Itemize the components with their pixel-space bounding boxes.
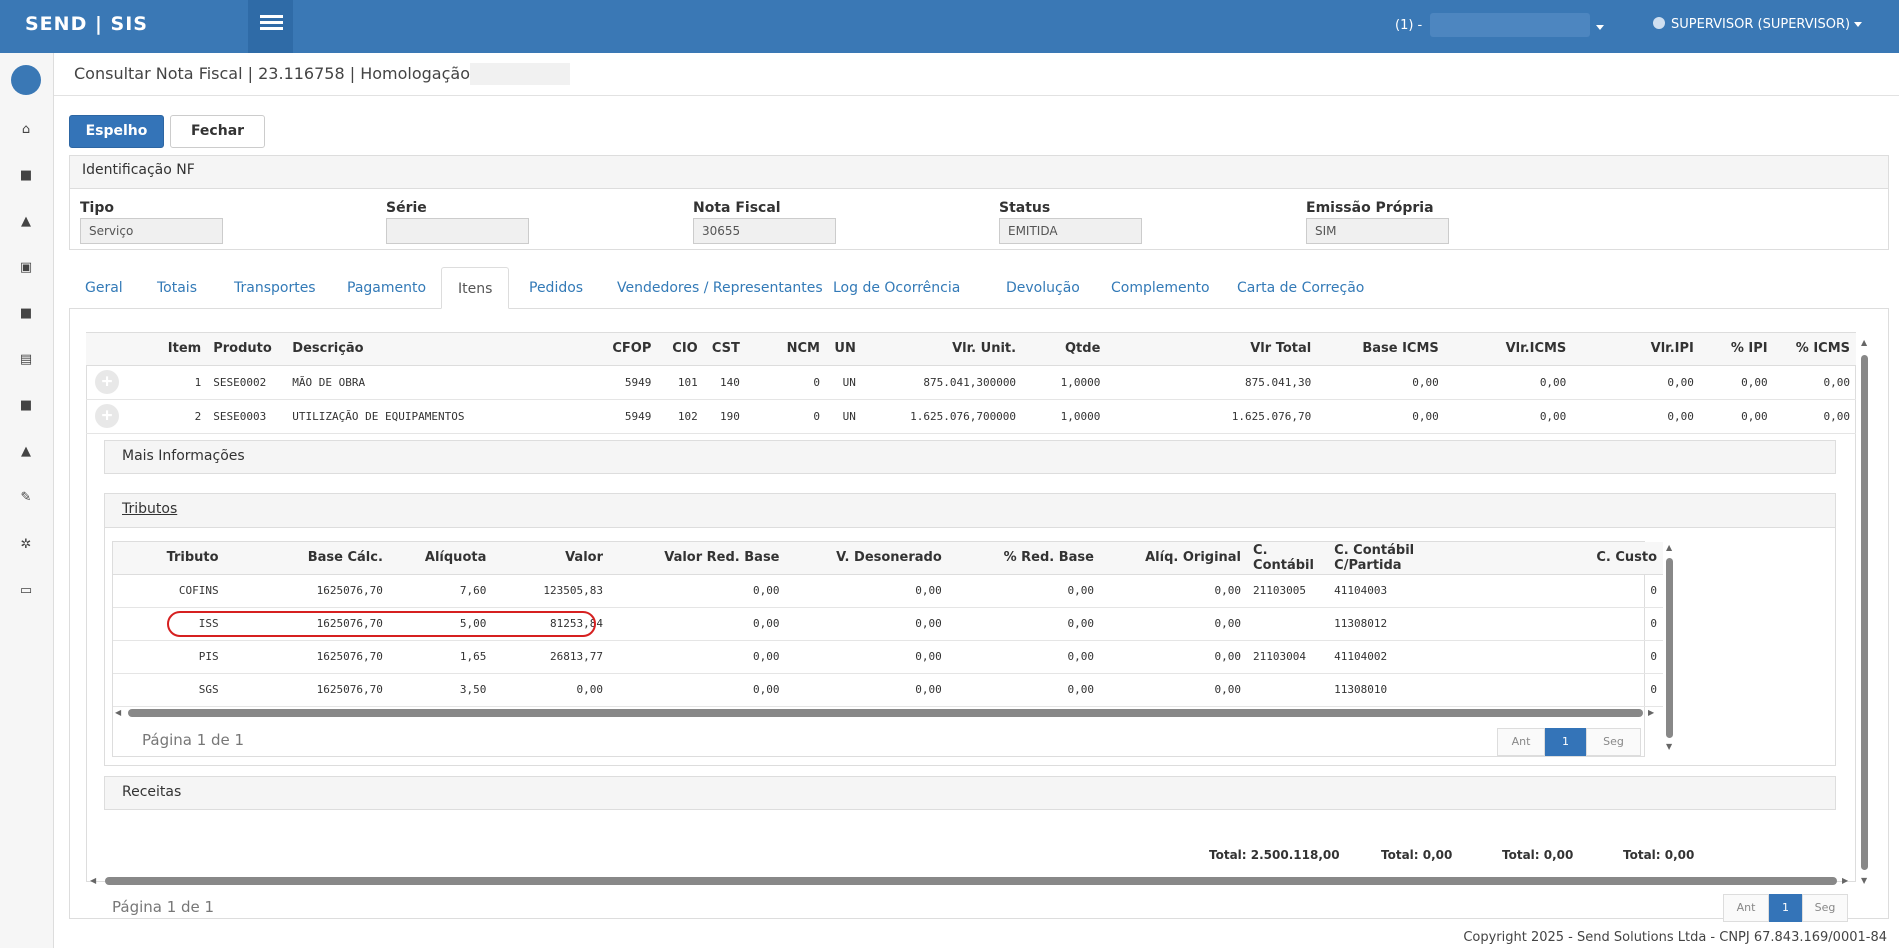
tab-transportes[interactable]: Transportes [234,280,316,296]
itens-pager-text: Página 1 de 1 [112,898,215,916]
tab-vendedores[interactable]: Vendedores / Representantes [617,280,823,296]
scroll-right-icon[interactable]: ▶ [1842,876,1849,885]
tributos-pager-text: Página 1 de 1 [142,731,245,749]
scroll-up-icon[interactable]: ▲ [1666,543,1673,552]
iss-highlight [167,611,596,637]
truck-icon[interactable]: ■ [19,168,33,183]
tab-log-ocorrencia[interactable]: Log de Ocorrência [833,280,961,296]
scroll-up-icon[interactable]: ▲ [1861,338,1868,347]
expand-icon[interactable]: + [95,404,120,428]
company-name-redacted [1430,13,1590,37]
expand-icon[interactable]: + [95,370,120,394]
espelho-button[interactable]: Espelho [69,115,164,148]
nota-fiscal-input[interactable]: 30655 [693,218,836,244]
chart-icon[interactable]: ▲ [21,214,31,229]
fechar-button[interactable]: Fechar [170,115,265,148]
table-header-row: Item Produto Descrição CFOP CIO CST NCM … [86,333,1856,366]
tab-complemento[interactable]: Complemento [1111,280,1210,296]
total-base-icms: Total: 0,00 [1381,848,1453,862]
serie-input[interactable] [386,218,529,244]
table-row[interactable]: + 1 SESE0002 MÃO DE OBRA 5949 101 140 0 … [86,365,1856,400]
tab-totais[interactable]: Totais [157,280,197,296]
itens-horizontal-scrollbar[interactable] [105,877,1837,885]
user-icon [1653,17,1665,29]
tab-devolucao[interactable]: Devolução [1006,280,1080,296]
nota-fiscal-field: Nota Fiscal 30655 [683,200,836,244]
tipo-field: Tipo Serviço [70,200,223,244]
itens-vertical-scrollbar[interactable] [1861,355,1868,870]
itens-page-1-button[interactable]: 1 [1769,894,1802,922]
itens-tab-content [69,309,1889,919]
itens-prev-button[interactable]: Ant [1723,894,1769,922]
tributos-horizontal-scrollbar[interactable] [128,709,1643,717]
tab-geral[interactable]: Geral [85,280,123,296]
status-input[interactable]: EMITIDA [999,218,1142,244]
total-vlr-ipi: Total: 0,00 [1623,848,1695,862]
brand-logo[interactable]: SEND | SIS [25,13,148,35]
tab-bar: Geral Totais Transportes Pagamento Itens… [69,267,1889,309]
tributos-page-1-button[interactable]: 1 [1545,728,1586,756]
itens-table: Item Produto Descrição CFOP CIO CST NCM … [86,333,1856,434]
logo-icon[interactable] [11,65,41,95]
tributos-table: Tributo Base Cálc. Alíquota Valor Valor … [113,542,1663,707]
tab-pagamento[interactable]: Pagamento [347,280,427,296]
gears-icon[interactable]: ✲ [20,537,32,552]
tributos-next-button[interactable]: Seg [1586,728,1641,756]
footer-copyright: Copyright 2025 - Send Solutions Ltda - C… [1463,930,1887,945]
table-row[interactable]: COFINS 1625076,70 7,60 123505,83 0,00 0,… [113,574,1663,608]
company-selector[interactable]: (1) - [1395,18,1423,33]
scroll-left-icon[interactable]: ◀ [115,708,122,717]
tributos-prev-button[interactable]: Ant [1497,728,1545,756]
tab-carta-correcao[interactable]: Carta de Correção [1237,280,1365,296]
itens-next-button[interactable]: Seg [1802,894,1848,922]
panel-heading: Identificação NF [70,156,1888,189]
table-row[interactable]: + 2 SESE0003 UTILIZAÇÃO DE EQUIPAMENTOS … [86,399,1856,434]
redacted-text [470,63,570,85]
tributos-heading[interactable]: Tributos [105,494,1835,528]
status-field: Status EMITIDA [989,200,1142,244]
mais-informacoes-panel[interactable]: Mais Informações [104,440,1836,474]
money-icon[interactable]: ▤ [19,352,33,367]
top-navbar: SEND | SIS (1) - SUPERVISOR (SUPERVISOR) [0,0,1899,53]
truck2-icon[interactable]: ■ [19,306,33,321]
receitas-panel[interactable]: Receitas [104,776,1836,810]
serie-field: Série [376,200,529,244]
emissao-propria-field: Emissão Própria SIM [1296,200,1449,244]
total-vlr-total: Total: 2.500.118,00 [1209,848,1340,862]
scroll-down-icon[interactable]: ▼ [1666,742,1673,751]
menu-toggle-button[interactable] [248,0,293,53]
chevron-down-icon[interactable] [1596,25,1604,30]
total-vlr-icms: Total: 0,00 [1502,848,1574,862]
page-title: Consultar Nota Fiscal | 23.116758 | Homo… [74,64,481,83]
invoice-icon[interactable]: ▣ [19,260,33,275]
tab-pedidos[interactable]: Pedidos [529,280,584,296]
table-row[interactable]: SGS 1625076,70 3,50 0,00 0,00 0,00 0,00 … [113,673,1663,707]
user-menu[interactable]: SUPERVISOR (SUPERVISOR) [1653,17,1863,32]
home-icon[interactable]: ⌂ [21,122,31,137]
table-row[interactable]: PIS 1625076,70 1,65 26813,77 0,00 0,00 0… [113,640,1663,674]
wrench-icon[interactable]: ✎ [20,490,32,505]
scroll-left-icon[interactable]: ◀ [90,876,97,885]
truck3-icon[interactable]: ■ [19,398,33,413]
tributos-vertical-scrollbar[interactable] [1666,558,1673,738]
road-icon[interactable]: ▲ [21,444,31,459]
tab-itens[interactable]: Itens [441,267,510,309]
identificacao-panel: Identificação NF Tipo Serviço Série Nota… [69,155,1889,250]
scroll-right-icon[interactable]: ▶ [1648,708,1655,717]
table-header-row: Tributo Base Cálc. Alíquota Valor Valor … [113,542,1663,575]
tributos-panel: Tributos [104,493,1836,766]
tipo-input[interactable]: Serviço [80,218,223,244]
emissao-propria-input[interactable]: SIM [1306,218,1449,244]
print-icon[interactable]: ▭ [19,583,33,598]
sidebar: ⌂ ■ ▲ ▣ ■ ▤ ■ ▲ ✎ ✲ ▭ [0,53,54,948]
chevron-down-icon [1854,22,1863,27]
divider [54,95,1899,96]
scroll-down-icon[interactable]: ▼ [1861,876,1868,885]
